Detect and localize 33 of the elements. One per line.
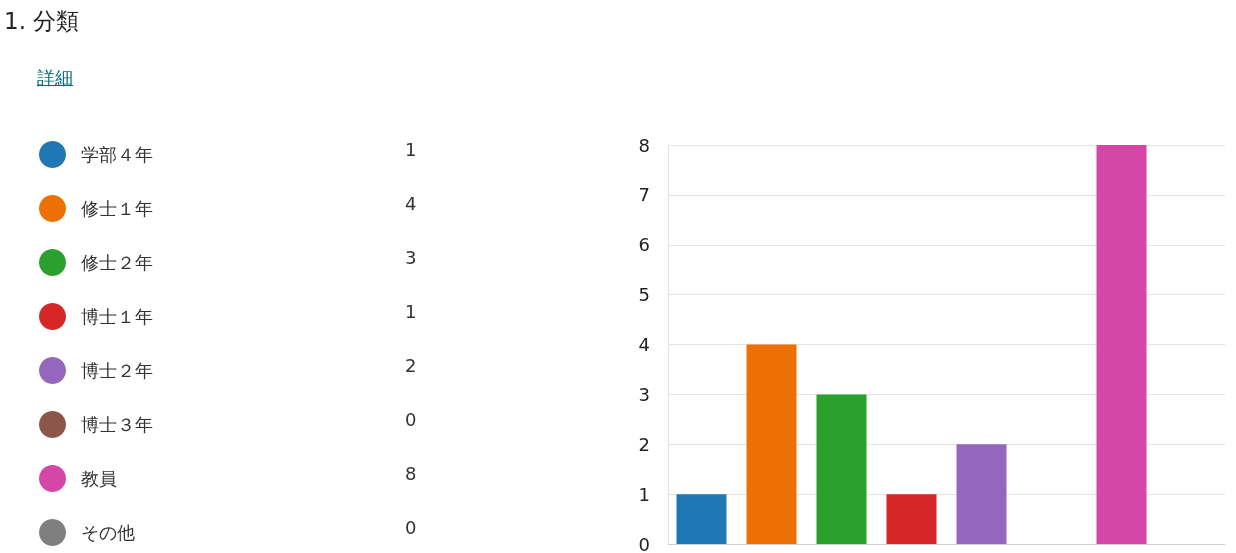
- text: 8: [405, 462, 417, 484]
- text: 4: [405, 192, 417, 214]
- y-tick-label: 4: [638, 334, 650, 355]
- legend-label: 博士１年: [81, 306, 153, 327]
- text: 1: [405, 300, 417, 322]
- bar: [676, 494, 727, 544]
- bar: [746, 344, 797, 544]
- text: 詳細: [37, 66, 73, 90]
- text: 2: [405, 354, 417, 376]
- legend-label: 修士１年: [81, 198, 153, 219]
- text: 3: [405, 246, 417, 268]
- legend-label: 博士２年: [81, 360, 153, 381]
- text: 1. 分類: [4, 7, 80, 36]
- bar: [816, 394, 867, 544]
- legend-label: 教員: [81, 468, 117, 489]
- text: 0: [405, 408, 417, 430]
- text: 0: [405, 516, 417, 538]
- y-tick-label: 0: [638, 533, 650, 553]
- y-tick-label: 7: [638, 184, 650, 206]
- text: 1: [405, 138, 417, 160]
- y-tick-label: 2: [638, 433, 650, 455]
- legend-label: 博士３年: [81, 414, 153, 435]
- bar: [886, 494, 937, 544]
- y-tick-label: 6: [638, 234, 650, 256]
- y-tick-label: 1: [638, 483, 650, 505]
- bar: [1096, 145, 1147, 544]
- y-tick-label: 8: [638, 134, 650, 156]
- legend-label: 修士２年: [81, 252, 153, 273]
- y-tick-label: 3: [638, 383, 650, 405]
- y-tick-label: 5: [638, 284, 650, 306]
- legend-label: 学部４年: [81, 144, 153, 165]
- bar: [956, 444, 1007, 544]
- legend-label: その他: [81, 522, 135, 543]
